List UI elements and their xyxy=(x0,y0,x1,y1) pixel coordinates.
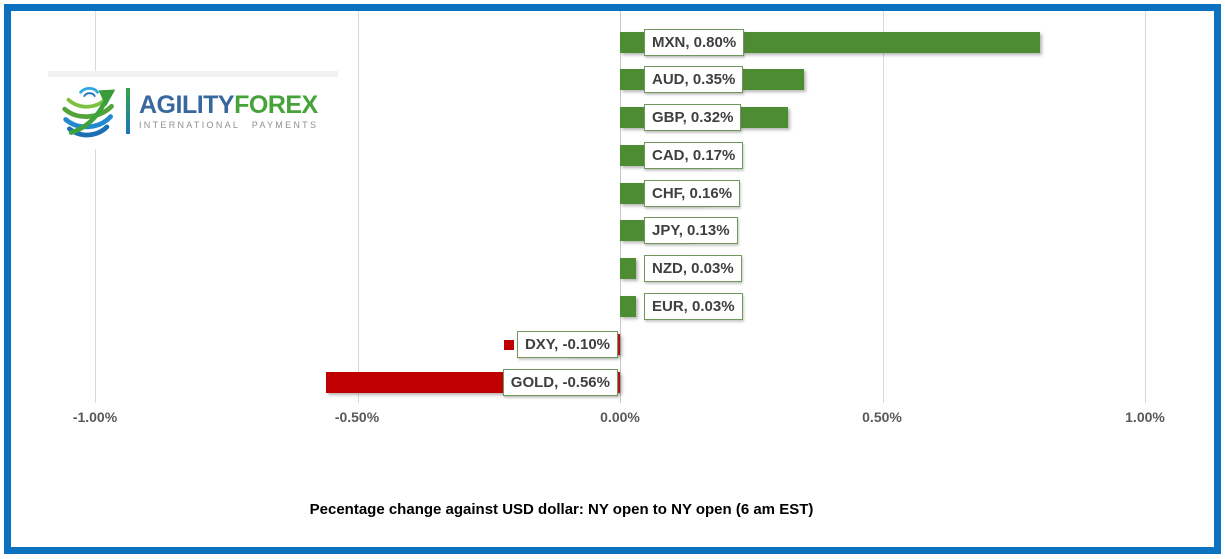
logo-top-strip xyxy=(48,71,338,77)
data-label-dxy: DXY, -0.10% xyxy=(516,331,618,358)
data-label-chf: CHF, 0.16% xyxy=(644,180,741,207)
data-label-holder: JPY, 0.13% xyxy=(644,217,738,244)
logo-brand-secondary: FOREX xyxy=(234,91,318,119)
data-label-nzd: NZD, 0.03% xyxy=(644,255,742,282)
gridline xyxy=(95,8,96,403)
x-axis-tick: -0.50% xyxy=(334,409,380,425)
gridline xyxy=(358,8,359,403)
gridline xyxy=(883,8,884,403)
data-label-holder: GOLD, -0.56% xyxy=(502,369,618,396)
data-label-eur: EUR, 0.03% xyxy=(644,293,743,320)
data-label-cad: CAD, 0.17% xyxy=(644,142,744,169)
data-label-holder: CAD, 0.17% xyxy=(644,142,744,169)
x-axis-tick: 0.50% xyxy=(862,409,902,425)
data-label-holder: NZD, 0.03% xyxy=(644,255,742,282)
data-label-gbp: GBP, 0.32% xyxy=(644,104,742,131)
gridline xyxy=(620,8,621,403)
data-label-aud: AUD, 0.35% xyxy=(644,66,744,93)
data-label-jpy: JPY, 0.13% xyxy=(644,217,738,244)
x-axis-tick: 0.00% xyxy=(600,409,640,425)
data-label-holder: MXN, 0.80% xyxy=(644,29,745,56)
x-axis-tick: 1.00% xyxy=(1125,409,1165,425)
logo-tagline: INTERNATIONAL PAYMENTS xyxy=(139,120,319,130)
data-label-holder: AUD, 0.35% xyxy=(644,66,744,93)
bar-eur xyxy=(620,296,636,317)
chart-title: Pecentage change against USD dollar: NY … xyxy=(309,501,814,518)
data-label-holder: GBP, 0.32% xyxy=(644,104,742,131)
data-label-mxn: MXN, 0.80% xyxy=(644,29,745,56)
logo-wordmark: AGILITYFOREX xyxy=(139,92,318,118)
logo-brand-primary: AGILITY xyxy=(139,91,235,119)
data-label-holder: DXY, -0.10% xyxy=(503,331,618,358)
data-label-holder: CHF, 0.16% xyxy=(644,180,741,207)
data-label-gold: GOLD, -0.56% xyxy=(502,369,618,396)
x-axis-tick: -1.00% xyxy=(72,409,118,425)
bar-nzd xyxy=(620,258,636,279)
logo-separator xyxy=(126,88,130,134)
globe-arrow-icon xyxy=(62,86,116,138)
agilityforex-logo: AGILITYFOREX INTERNATIONAL PAYMENTS xyxy=(48,71,338,149)
gridline xyxy=(1145,8,1146,403)
legend-key-square xyxy=(503,339,514,350)
data-label-holder: EUR, 0.03% xyxy=(644,293,743,320)
